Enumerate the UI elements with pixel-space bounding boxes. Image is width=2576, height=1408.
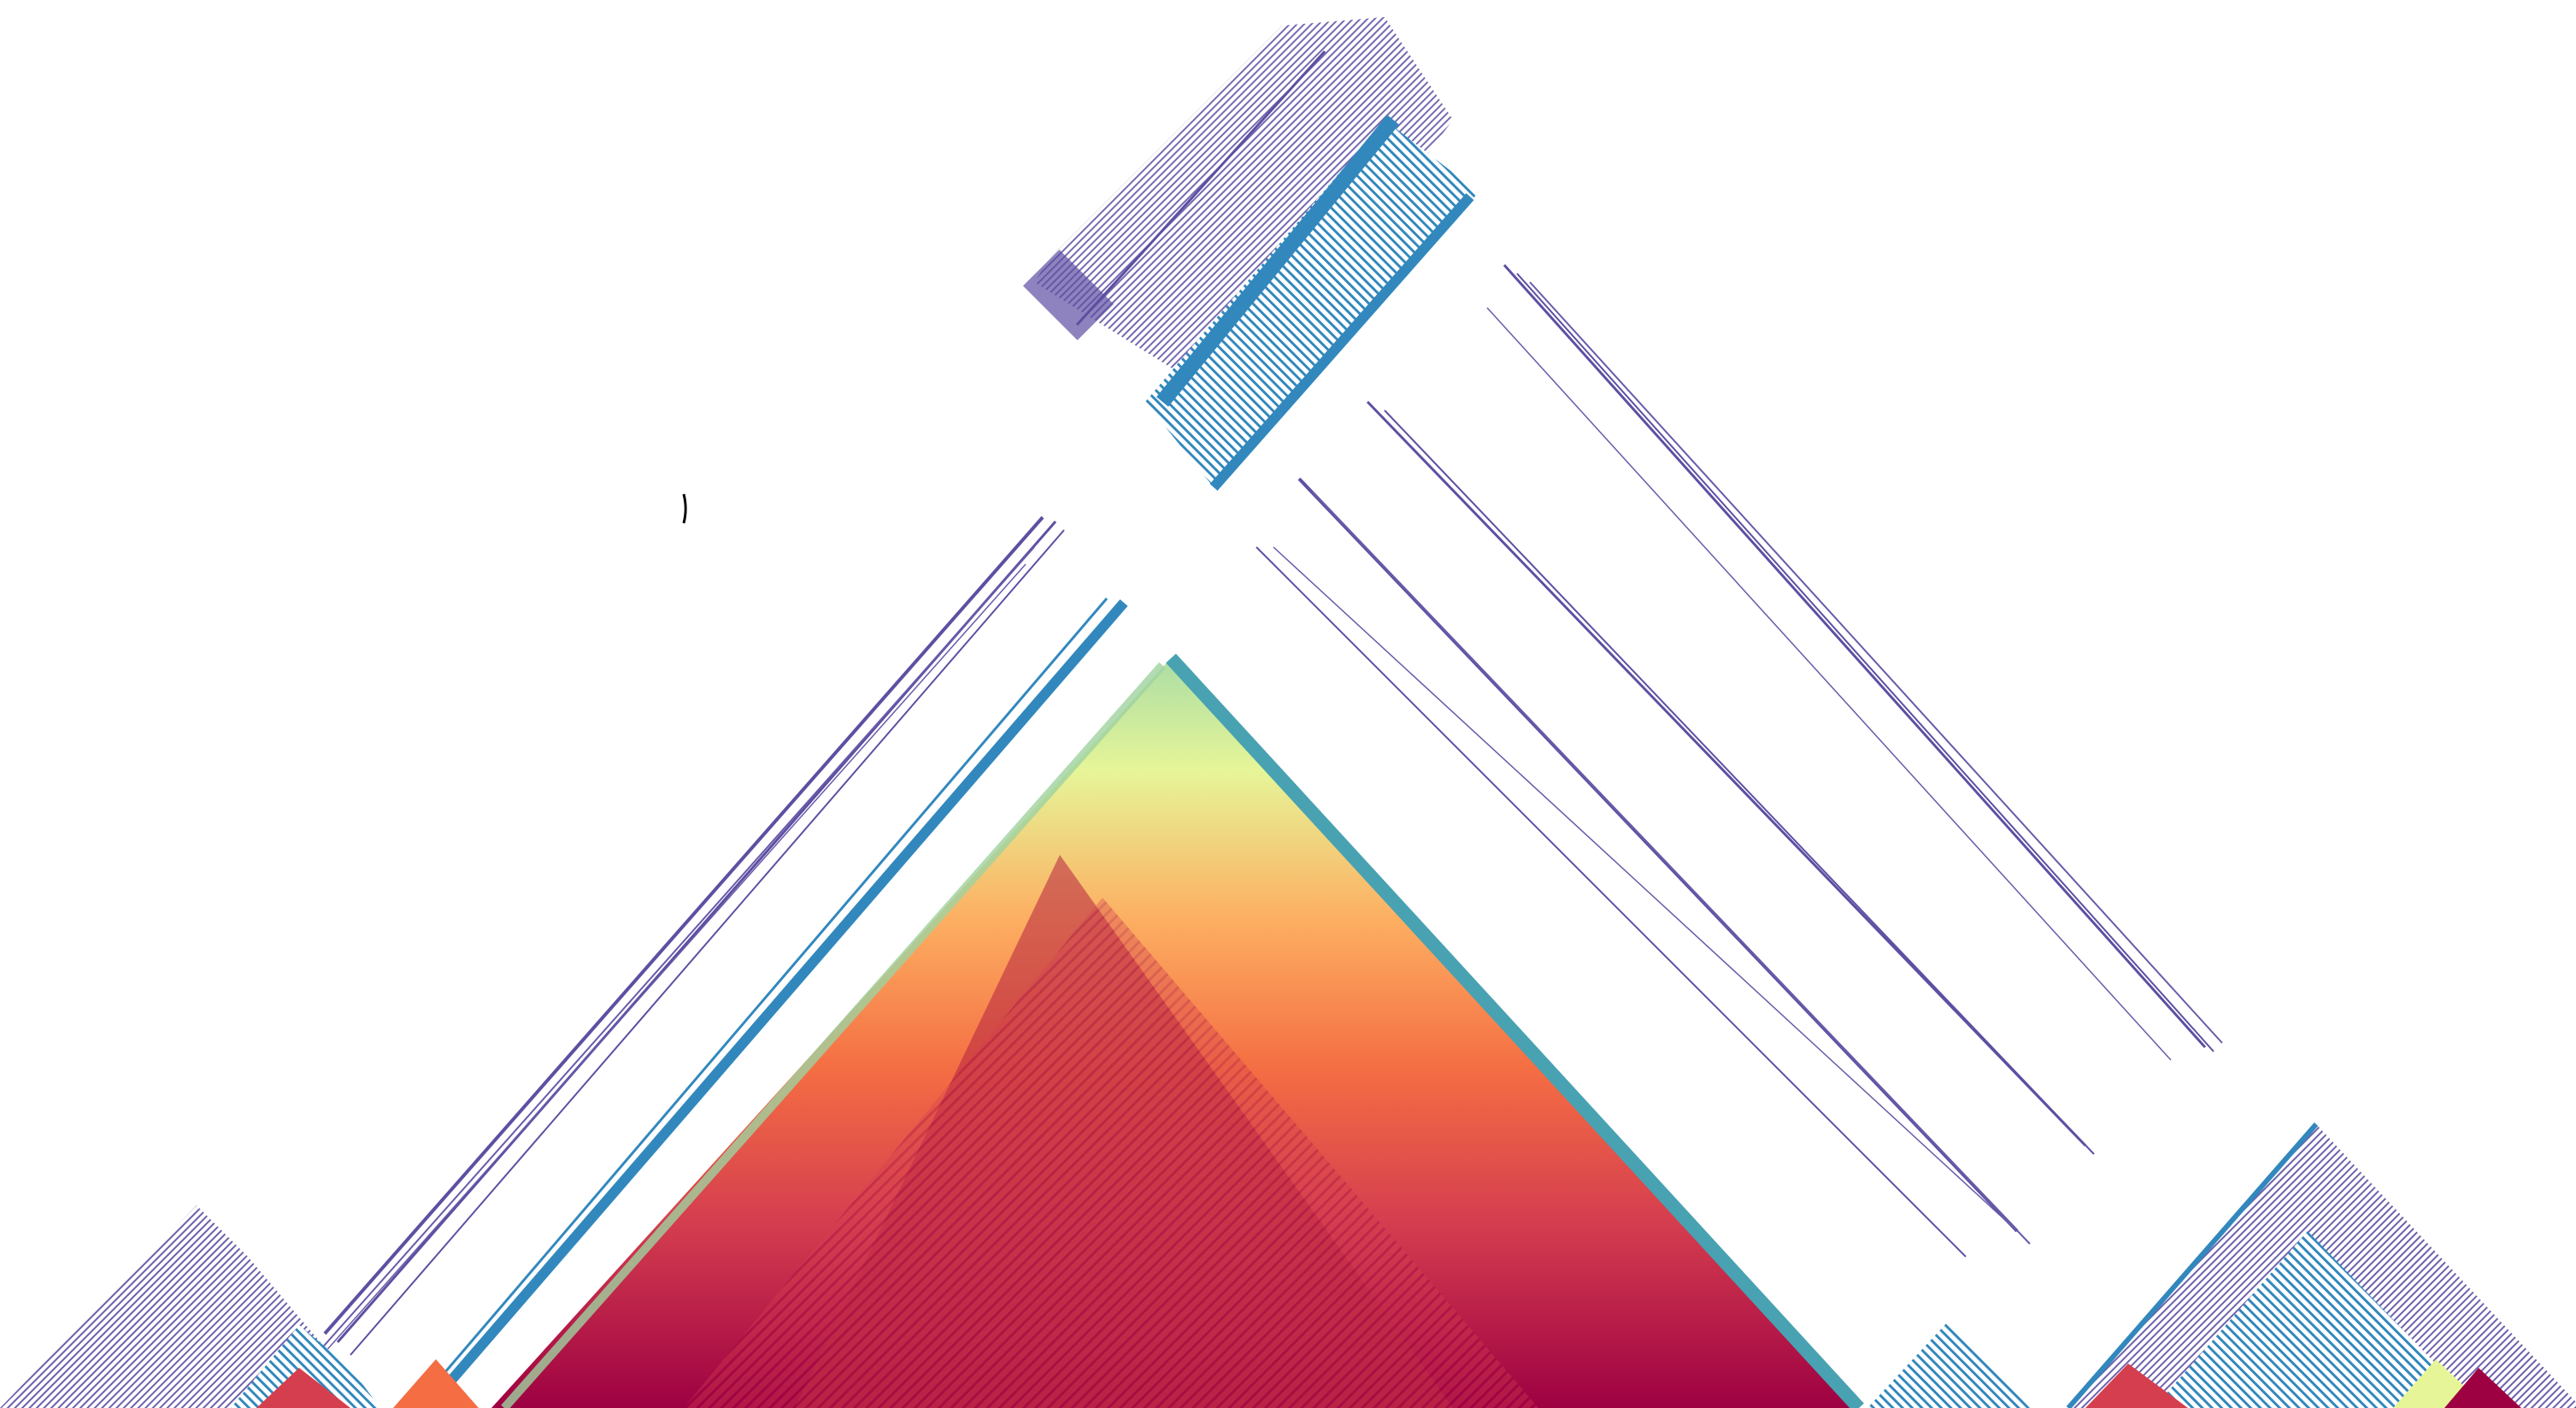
purple-long-band [1256, 546, 1967, 1258]
purple-long-band [1529, 281, 2223, 1044]
right-diagonal-bands [1256, 263, 2223, 1258]
purple-long-band [1516, 273, 2214, 1052]
bottom-right-red-block [2085, 1364, 2188, 1408]
bottom-right-blue-edge [2066, 1122, 2319, 1408]
purple-long-band [1384, 409, 2095, 1155]
purple-long-band [1273, 546, 2018, 1232]
bottom-left-cluster [0, 1205, 479, 1408]
purple-long-band [1486, 307, 2172, 1061]
top-cluster-purple-block [1022, 249, 1115, 341]
purple-band [350, 529, 1065, 1356]
main-block-edge-teal [1166, 653, 1864, 1408]
purple-band [311, 546, 1035, 1360]
cursor-mark-icon [682, 493, 687, 524]
bottom-left-orange-block [393, 1359, 479, 1408]
bottom-left-cluster-blue [231, 1325, 380, 1408]
bottom-center-blue-block [1867, 1321, 2030, 1408]
bottom-right-cluster-blue [2154, 1231, 2479, 1408]
main-block-texture [684, 898, 1538, 1408]
purple-band [303, 563, 1026, 1377]
purple-long-band [1311, 491, 2031, 1245]
top-cluster-purple [1034, 17, 1453, 410]
top-cluster-blue-edge [1156, 115, 1399, 407]
purple-band [323, 515, 1044, 1335]
blue-band [423, 599, 1128, 1408]
bottom-right-cluster [2066, 1122, 2576, 1408]
main-block [491, 653, 1864, 1408]
purple-long-band [1366, 400, 2087, 1147]
left-diagonal-bands [303, 515, 1128, 1408]
top-cluster-blue-edge [1209, 193, 1474, 491]
top-cluster-purple-edge [1075, 50, 1326, 327]
top-cluster-blue [1145, 120, 1479, 487]
bottom-left-red-block [256, 1368, 350, 1408]
bottom-right-red-block-2 [2444, 1368, 2521, 1408]
purple-long-band [1503, 263, 2207, 1049]
main-block-edge-left [501, 662, 1166, 1408]
blue-band-thin [413, 598, 1109, 1408]
top-cluster [1022, 17, 1479, 491]
bottom-center-cluster [1867, 1321, 2030, 1408]
